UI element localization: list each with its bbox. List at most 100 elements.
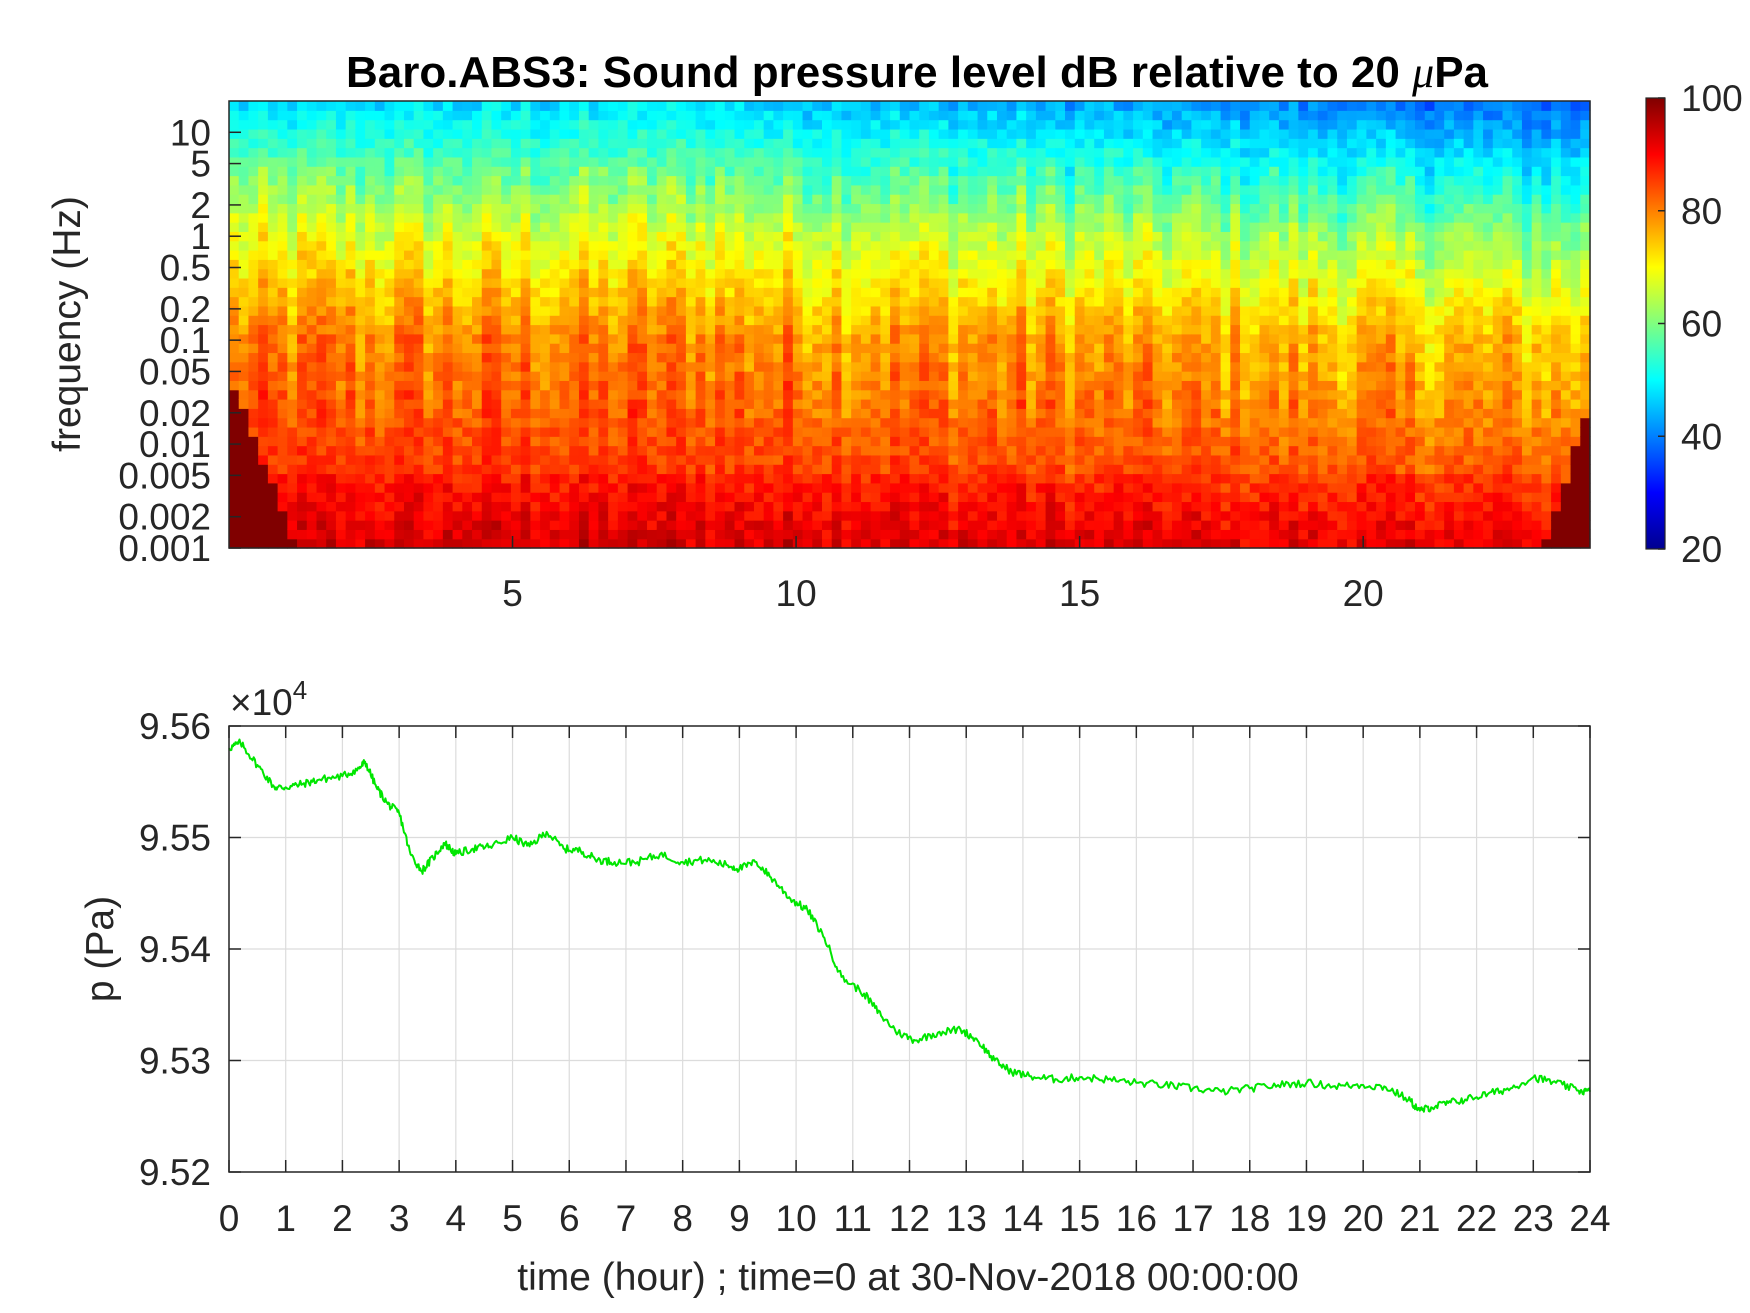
- heatmap-cell: [695, 315, 706, 326]
- heatmap-cell: [1123, 482, 1134, 493]
- heatmap-cell: [919, 464, 930, 475]
- heatmap-cell: [851, 305, 862, 316]
- heatmap-cell: [355, 128, 366, 139]
- heatmap-cell: [958, 147, 969, 158]
- heatmap-cell: [841, 454, 852, 465]
- heatmap-cell: [666, 361, 677, 372]
- heatmap-cell: [588, 305, 600, 316]
- heatmap-cell: [977, 212, 988, 223]
- heatmap-cell: [549, 203, 561, 214]
- heatmap-cell: [841, 538, 852, 549]
- heatmap-cell: [238, 128, 250, 139]
- heatmap-cell: [1065, 454, 1076, 465]
- heatmap-cell: [695, 399, 706, 409]
- heatmap-cell: [977, 259, 988, 270]
- heatmap-cell: [1142, 259, 1154, 270]
- heatmap-cell: [705, 212, 716, 223]
- heatmap-cell: [365, 510, 376, 521]
- heatmap-cell: [880, 361, 891, 372]
- heatmap-cell: [666, 501, 677, 512]
- heatmap-cell: [442, 184, 454, 195]
- heatmap-cell: [1191, 184, 1202, 195]
- heatmap-cell: [948, 389, 959, 400]
- heatmap-cell: [987, 408, 998, 419]
- heatmap-cell: [783, 361, 794, 372]
- heatmap-cell: [1103, 389, 1115, 400]
- heatmap-cell: [899, 138, 911, 149]
- heatmap-cell: [822, 426, 833, 437]
- heatmap-cell: [540, 510, 551, 521]
- heatmap-cell: [1074, 352, 1086, 363]
- heatmap-cell: [928, 343, 940, 354]
- heatmap-cell: [1123, 194, 1134, 205]
- heatmap-cell: [666, 156, 677, 167]
- heatmap-cell: [880, 175, 891, 186]
- heatmap-cell: [773, 352, 784, 363]
- heatmap-cell: [355, 259, 366, 270]
- heatmap-cell: [1074, 454, 1086, 465]
- heatmap-cell: [510, 203, 522, 214]
- heatmap-cell: [374, 436, 386, 447]
- heatmap-cell: [841, 501, 852, 512]
- heatmap-cell: [355, 101, 366, 111]
- heatmap-cell: [472, 426, 483, 437]
- heatmap-cell: [753, 287, 765, 298]
- heatmap-cell: [695, 464, 706, 475]
- heatmap-cell: [229, 538, 240, 549]
- heatmap-cell: [870, 520, 881, 530]
- heatmap-cell: [763, 538, 774, 549]
- heatmap-cell: [277, 110, 288, 121]
- heatmap-cell: [1142, 250, 1154, 260]
- heatmap-cell: [462, 259, 473, 270]
- heatmap-cell: [695, 501, 706, 512]
- heatmap-cell: [510, 250, 522, 260]
- heatmap-cell: [1016, 277, 1027, 288]
- heatmap-cell: [481, 259, 493, 270]
- heatmap-cell: [831, 250, 843, 260]
- heatmap-cell: [1055, 510, 1066, 521]
- heatmap-cell: [608, 222, 619, 232]
- heatmap-cell: [851, 277, 862, 288]
- heatmap-cell: [229, 277, 240, 288]
- heatmap-cell: [734, 147, 745, 158]
- heatmap-cell: [909, 250, 920, 260]
- heatmap-cell: [578, 520, 590, 530]
- heatmap-cell: [549, 231, 561, 242]
- heatmap-cell: [763, 231, 774, 242]
- heatmap-cell: [578, 231, 590, 242]
- heatmap-cell: [1113, 426, 1124, 437]
- heatmap-cell: [919, 268, 930, 279]
- heatmap-cell: [851, 231, 862, 242]
- heatmap-cell: [812, 184, 823, 195]
- heatmap-cell: [792, 147, 804, 158]
- heatmap-cell: [277, 296, 288, 307]
- heatmap-cell: [462, 268, 473, 279]
- heatmap-cell: [1055, 101, 1066, 111]
- heatmap-cell: [1210, 352, 1222, 363]
- heatmap-cell: [822, 538, 833, 549]
- heatmap-cell: [355, 352, 366, 363]
- heatmap-cell: [938, 371, 949, 381]
- heatmap-cell: [870, 389, 881, 400]
- heatmap-cell: [248, 101, 259, 111]
- heatmap-cell: [1181, 250, 1193, 260]
- heatmap-cell: [822, 408, 833, 419]
- heatmap-cell: [1006, 138, 1018, 149]
- heatmap-cell: [958, 464, 969, 475]
- heatmap-cell: [588, 101, 600, 111]
- heatmap-cell: [433, 250, 444, 260]
- heatmap-cell: [1103, 175, 1115, 186]
- heatmap-cell: [481, 426, 493, 437]
- heatmap-cell: [870, 333, 881, 344]
- heatmap-cell: [540, 333, 551, 344]
- heatmap-cell: [666, 240, 677, 251]
- heatmap-cell: [928, 296, 940, 307]
- heatmap-cell: [1181, 231, 1193, 242]
- heatmap-cell: [705, 510, 716, 521]
- heatmap-cell: [812, 436, 823, 447]
- heatmap-cell: [452, 296, 463, 307]
- heatmap-cell: [433, 277, 444, 288]
- heatmap-cell: [374, 147, 386, 158]
- heatmap-cell: [345, 445, 356, 456]
- heatmap-cell: [540, 371, 551, 381]
